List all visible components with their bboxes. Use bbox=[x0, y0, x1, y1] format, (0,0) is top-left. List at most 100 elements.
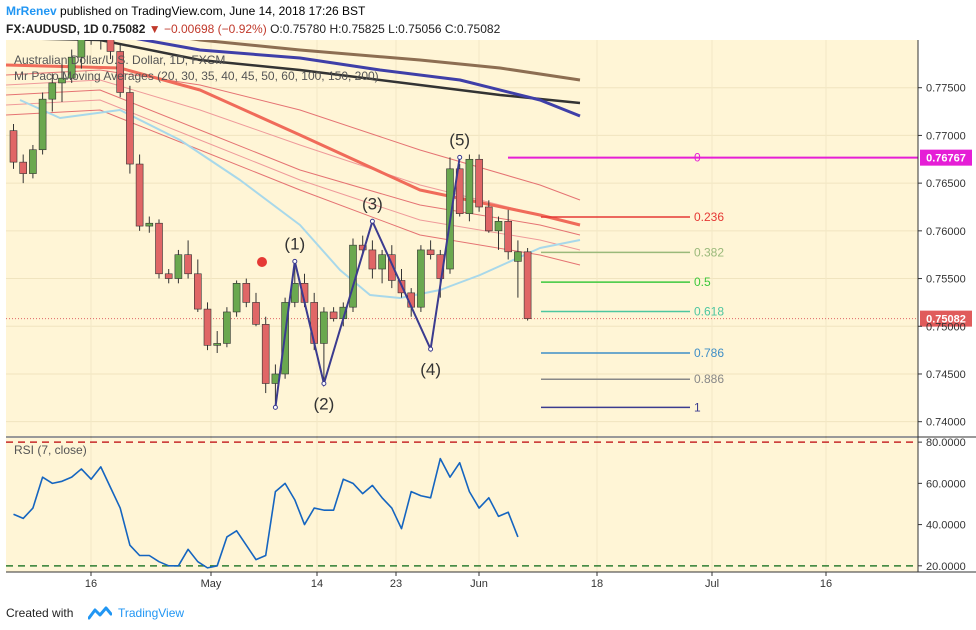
candle-body bbox=[232, 283, 241, 313]
candle-body bbox=[417, 249, 425, 308]
price-tick-label: 0.75500 bbox=[926, 274, 966, 286]
candle-body bbox=[9, 130, 18, 163]
author-name[interactable]: MrRenev bbox=[6, 4, 57, 18]
candle-body bbox=[504, 221, 513, 253]
publish-info: MrRenev published on TradingView.com, Ju… bbox=[6, 4, 365, 18]
candle-body bbox=[155, 222, 163, 275]
candle-body bbox=[494, 221, 503, 232]
time-tick-label: May bbox=[201, 578, 222, 590]
candle-body bbox=[320, 311, 328, 344]
wave-point bbox=[457, 154, 463, 160]
candlesticks bbox=[9, 40, 532, 408]
fib-label-1: 1 bbox=[694, 400, 701, 414]
candle-body bbox=[194, 273, 202, 310]
symbol-info: FX:AUDUSD, 1D 0.75082 ▼ −0.00698 (−0.92%… bbox=[6, 22, 500, 36]
candle-body bbox=[126, 92, 134, 165]
candle-body bbox=[145, 222, 154, 227]
fib-price-tag-label: 0.76767 bbox=[926, 153, 966, 165]
candle-body bbox=[310, 302, 319, 344]
time-tick-label: 14 bbox=[311, 578, 323, 590]
candle-body bbox=[455, 168, 464, 214]
candle-body bbox=[29, 149, 37, 174]
time-tick-label: Jun bbox=[470, 578, 488, 590]
chart-title-legend: Australian Dollar/U.S. Dollar, 1D, FXCM bbox=[14, 53, 225, 67]
last-price-tag bbox=[920, 310, 972, 327]
fib-label-0.382: 0.382 bbox=[694, 245, 724, 259]
published-text: published on TradingView.com, June 14, 2… bbox=[60, 4, 366, 18]
candle-body bbox=[329, 311, 338, 319]
wave-label: (3) bbox=[362, 194, 383, 213]
main-pane-background bbox=[6, 40, 918, 436]
price-tick-label: 0.74500 bbox=[926, 369, 966, 381]
candle-body bbox=[135, 163, 144, 227]
time-tick-label: 23 bbox=[390, 578, 402, 590]
ma-20-line bbox=[5, 69, 581, 201]
fib-label-0.886: 0.886 bbox=[694, 372, 724, 386]
tradingview-link[interactable]: TradingView bbox=[118, 606, 185, 620]
wave-point bbox=[321, 381, 327, 387]
tradingview-logo-icon bbox=[88, 606, 112, 620]
last-price-tag-label: 0.75082 bbox=[926, 314, 966, 326]
ma-20-blue-line bbox=[19, 99, 581, 299]
moving-average-legend: Mr Paco Moving Averages (20, 30, 35, 40,… bbox=[14, 69, 379, 83]
rsi-tick-label: 60.0000 bbox=[926, 478, 966, 490]
price-tick-label: 0.74000 bbox=[926, 417, 966, 429]
candle-body bbox=[38, 98, 47, 151]
ma-35-line bbox=[5, 89, 581, 236]
price-chart[interactable]: 00.2360.3820.50.6180.7860.88610.767670.7… bbox=[0, 40, 976, 600]
fib-label-0: 0 bbox=[694, 151, 701, 165]
ma-100-line bbox=[135, 40, 581, 118]
candle-body bbox=[358, 244, 367, 251]
fib-label-0.618: 0.618 bbox=[694, 304, 724, 318]
axes: 0.77500 0.77000 0.76500 0.76000 0.75500 0.750… bbox=[85, 83, 966, 590]
price-tick-label: 0.77000 bbox=[926, 130, 966, 142]
candle-body bbox=[484, 206, 493, 232]
time-tick-label: 16 bbox=[820, 578, 832, 590]
rsi-indicator bbox=[6, 441, 918, 569]
candle-body bbox=[48, 82, 57, 100]
candle-body bbox=[368, 249, 377, 270]
ma-45-line bbox=[5, 109, 581, 266]
wave-label: (1) bbox=[284, 234, 305, 253]
fib-label-0.5: 0.5 bbox=[694, 275, 711, 289]
candle-body bbox=[174, 254, 183, 279]
ohlc-values: O:0.75780 H:0.75825 L:0.75056 C:0.75082 bbox=[270, 22, 501, 36]
candle-body bbox=[116, 51, 124, 93]
fibonacci-levels: 0 0.236 0.382 0.5 0.618 0.786 0.886 1 0.76767 0.7… bbox=[6, 149, 972, 414]
candle-body bbox=[387, 254, 396, 281]
rsi-tick-label: 20.0000 bbox=[926, 561, 966, 573]
candle-body bbox=[223, 311, 231, 344]
wave-label: (5) bbox=[449, 130, 470, 149]
rsi-line bbox=[13, 457, 519, 569]
candle-body bbox=[514, 251, 522, 262]
candle-body bbox=[426, 249, 435, 255]
rsi-legend: RSI (7, close) bbox=[14, 443, 87, 457]
wave-point bbox=[428, 346, 434, 352]
alert-marker-dot bbox=[257, 257, 267, 267]
candle-body bbox=[19, 161, 28, 174]
candle-body bbox=[58, 77, 66, 84]
wave-path bbox=[274, 157, 461, 408]
wave-point bbox=[369, 218, 375, 224]
wave-point bbox=[292, 258, 298, 264]
candle-body bbox=[203, 308, 212, 346]
ma-60-line bbox=[5, 99, 581, 251]
candle-body bbox=[378, 254, 386, 270]
rsi-tick-label: 40.0000 bbox=[926, 520, 966, 532]
candle-body bbox=[242, 283, 251, 303]
ma-200-line bbox=[189, 40, 581, 82]
fib-label-0.786: 0.786 bbox=[694, 346, 724, 360]
candle-body bbox=[475, 158, 483, 208]
fib-label-0.236: 0.236 bbox=[694, 210, 724, 224]
price-tick-label: 0.77500 bbox=[926, 83, 966, 95]
time-tick-label: Jul bbox=[705, 578, 719, 590]
candle-body bbox=[465, 158, 474, 214]
price-tick-label: 0.76500 bbox=[926, 178, 966, 190]
candle-body bbox=[261, 324, 270, 384]
candle-body bbox=[184, 254, 192, 275]
time-tick-label: 16 bbox=[85, 578, 97, 590]
price-tick-label: 0.76000 bbox=[926, 226, 966, 238]
moving-averages bbox=[5, 40, 581, 299]
grid-lines bbox=[6, 40, 918, 572]
candle-body bbox=[77, 40, 86, 58]
